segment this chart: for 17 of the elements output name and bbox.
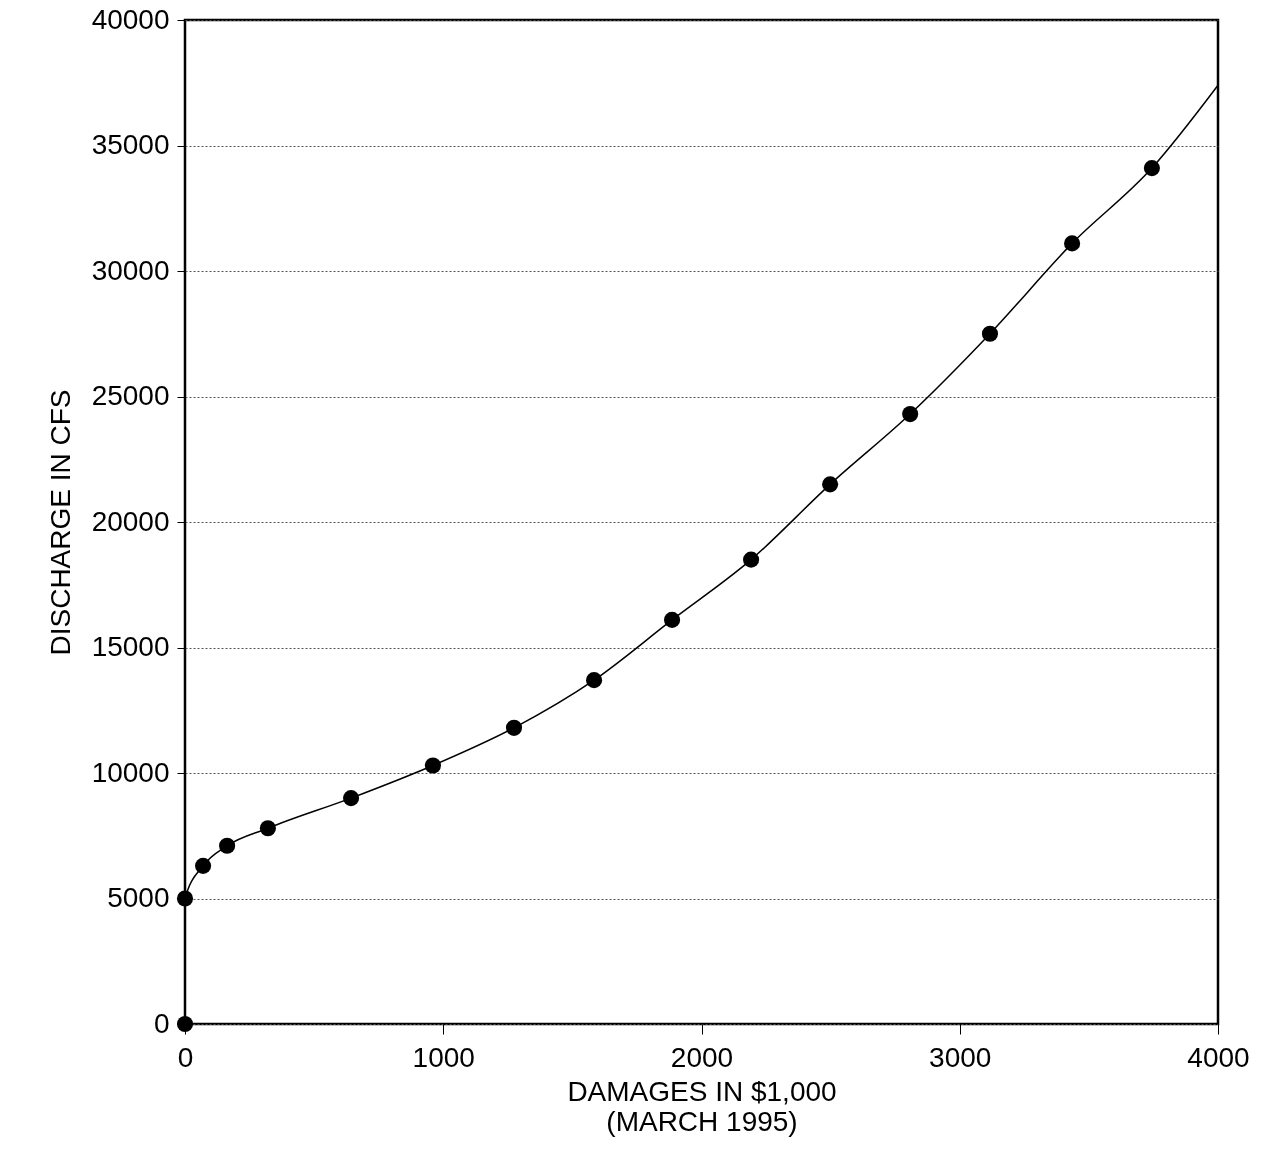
y-tick-label: 20000 [91,505,170,537]
x-axis-title: DAMAGES IN $1,000 [567,1075,837,1107]
text: (MARCH 1995) [606,1105,798,1137]
x-tick-label: 0 [177,1041,194,1073]
y-tick-label: 25000 [91,380,170,411]
x-tick-label: 1000 [412,1041,475,1073]
y-tick-label: 15000 [91,631,170,662]
y-tick-label: 30000 [91,254,170,286]
y-tick-label: 10000 [91,756,170,788]
y-tick-label: 35000 [91,129,170,160]
y-tick-label: 0 [153,1007,170,1039]
y-axis-title: DISCHARGE IN CFS [44,389,76,656]
y-tick-label: 5000 [107,882,170,913]
y-tick-label: 40000 [91,3,170,35]
x-tick-label: 3000 [929,1041,992,1073]
x-tick-label: 2000 [670,1041,734,1073]
x-tick-label: 4000 [1187,1041,1250,1073]
